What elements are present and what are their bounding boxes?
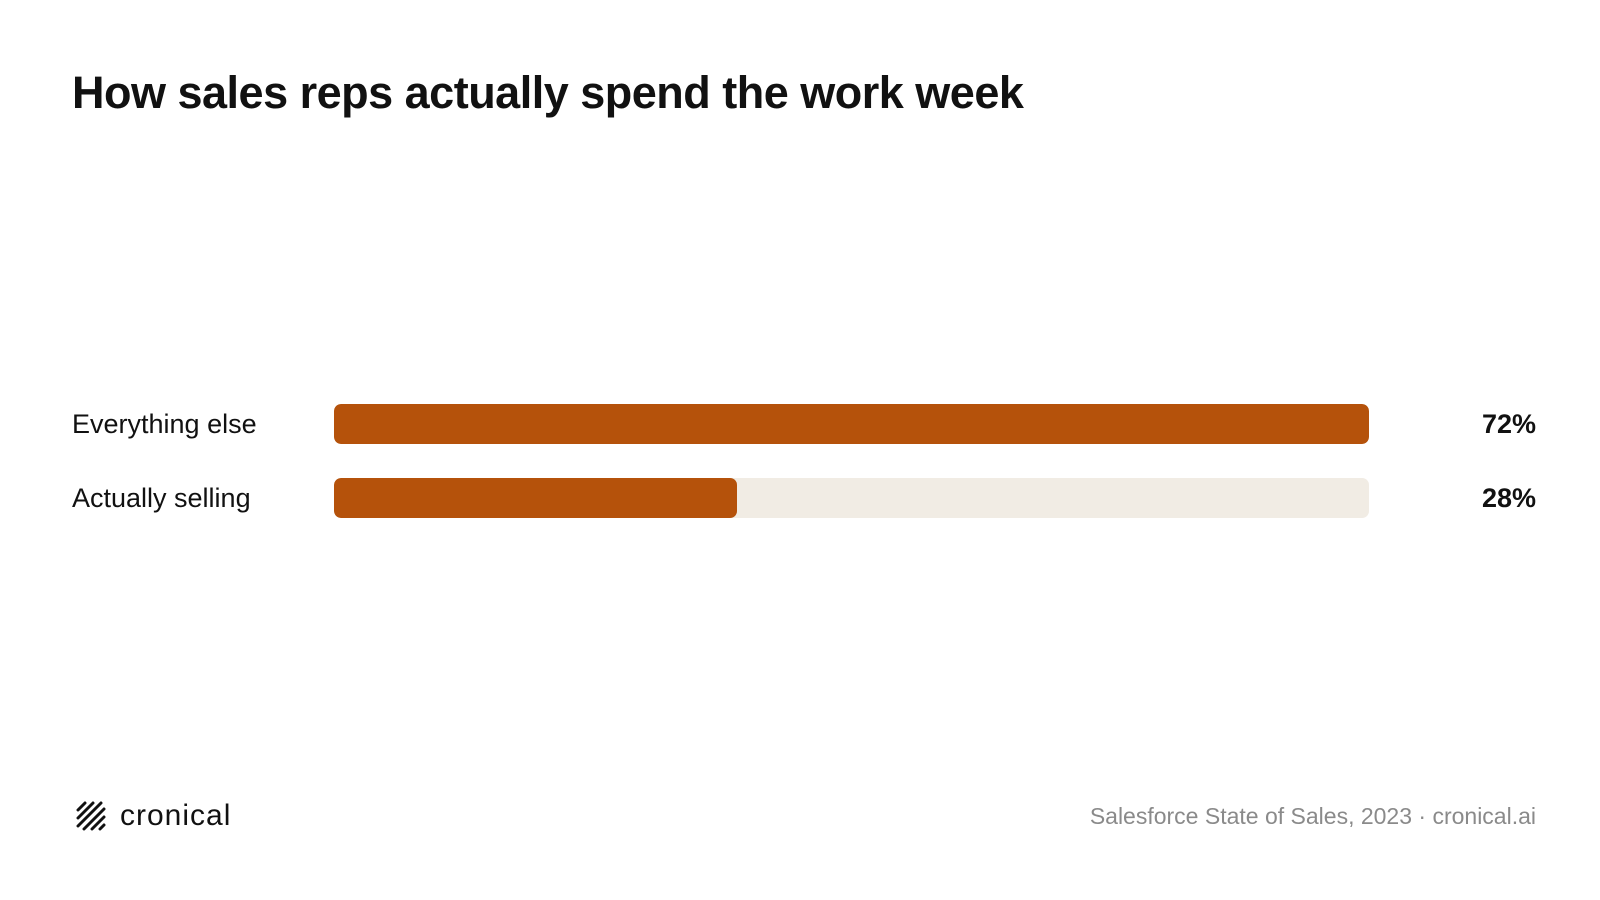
chart-title: How sales reps actually spend the work w… (72, 67, 1024, 118)
bar-row: Actually selling 28% (72, 478, 1536, 518)
category-label: Actually selling (72, 483, 251, 513)
category-label: Everything else (72, 409, 257, 439)
bar-track (334, 404, 1369, 444)
hatched-logo-icon (76, 801, 106, 831)
brand-logo: cronical (76, 799, 231, 833)
value-label: 28% (1481, 483, 1536, 513)
bar (334, 478, 737, 518)
bar-track (334, 478, 1369, 518)
source-note: Salesforce State of Sales, 2023 · cronic… (1089, 803, 1536, 829)
bar-chart: Everything else 72% Actually selling 28% (72, 404, 1536, 552)
bar (334, 404, 1369, 444)
value-label: 72% (1481, 409, 1536, 439)
brand-name: cronical (120, 799, 232, 832)
bar-row: Everything else 72% (72, 404, 1536, 444)
